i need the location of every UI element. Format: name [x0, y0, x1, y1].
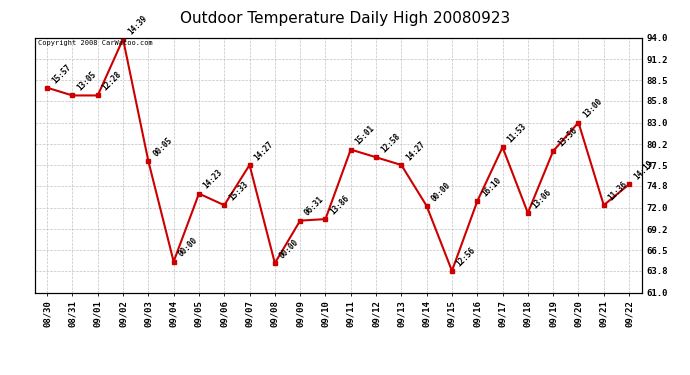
Text: 14:19: 14:19 — [632, 159, 655, 182]
Text: 00:00: 00:00 — [429, 180, 452, 203]
Text: 00:00: 00:00 — [177, 236, 199, 259]
Text: 13:05: 13:05 — [75, 70, 98, 93]
Text: 13:86: 13:86 — [328, 194, 351, 216]
Text: 14:27: 14:27 — [253, 140, 275, 162]
Text: Outdoor Temperature Daily High 20080923: Outdoor Temperature Daily High 20080923 — [180, 11, 510, 26]
Text: 11:53: 11:53 — [505, 122, 528, 144]
Text: 15:33: 15:33 — [227, 180, 250, 203]
Text: 14:39: 14:39 — [126, 13, 148, 36]
Text: 15:57: 15:57 — [50, 62, 72, 85]
Text: 00:00: 00:00 — [277, 238, 300, 260]
Text: 14:27: 14:27 — [404, 140, 427, 162]
Text: 15:01: 15:01 — [353, 124, 376, 147]
Text: 14:23: 14:23 — [201, 168, 224, 191]
Text: 13:06: 13:06 — [531, 188, 553, 210]
Text: 12:56: 12:56 — [455, 245, 477, 268]
Text: 13:56: 13:56 — [556, 126, 579, 148]
Text: 00:05: 00:05 — [151, 136, 174, 158]
Text: 11:36: 11:36 — [607, 180, 629, 203]
Text: 12:28: 12:28 — [101, 70, 124, 93]
Text: 12:58: 12:58 — [379, 132, 402, 154]
Text: 06:31: 06:31 — [303, 195, 326, 218]
Text: 13:00: 13:00 — [581, 97, 604, 120]
Text: Copyright 2008 CarWatoo.com: Copyright 2008 CarWatoo.com — [37, 40, 152, 46]
Text: 16:10: 16:10 — [480, 176, 503, 198]
